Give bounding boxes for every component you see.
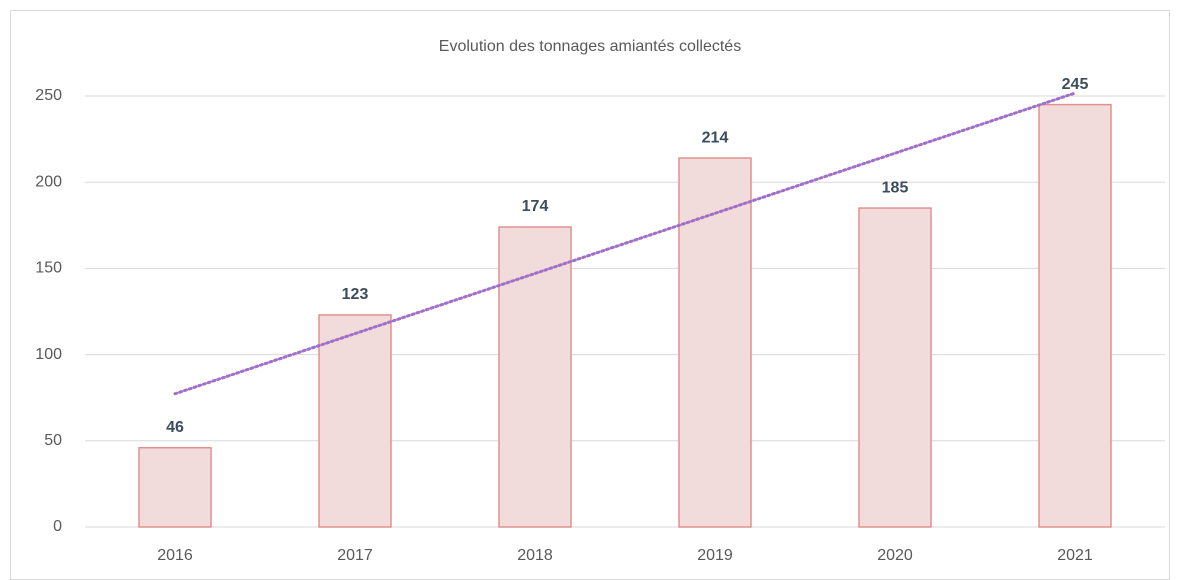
- value-label: 185: [882, 179, 909, 196]
- chart-title: Evolution des tonnages amiantés collecté…: [439, 38, 741, 55]
- y-tick-label: 100: [35, 346, 62, 363]
- x-tick-label: 2018: [517, 547, 553, 564]
- y-tick-label: 250: [35, 87, 62, 104]
- bar: [138, 446, 212, 528]
- x-tick-label: 2017: [337, 547, 373, 564]
- bar: [678, 157, 752, 528]
- bar: [1038, 103, 1112, 528]
- x-tick-label: 2016: [157, 547, 193, 564]
- y-tick-label: 200: [35, 173, 62, 190]
- value-label: 46: [166, 419, 184, 436]
- value-label: 214: [702, 129, 729, 146]
- value-label: 245: [1062, 76, 1089, 93]
- bar: [498, 226, 572, 528]
- y-tick-label: 50: [44, 432, 62, 449]
- y-tick-label: 150: [35, 260, 62, 277]
- bar: [318, 314, 392, 528]
- x-tick-label: 2019: [697, 547, 733, 564]
- trendline: [173, 91, 1077, 396]
- bar: [858, 207, 932, 528]
- value-label: 123: [342, 286, 369, 303]
- y-tick-label: 0: [53, 518, 62, 535]
- x-tick-label: 2020: [877, 547, 913, 564]
- x-tick-label: 2021: [1057, 547, 1093, 564]
- value-label: 174: [522, 198, 549, 215]
